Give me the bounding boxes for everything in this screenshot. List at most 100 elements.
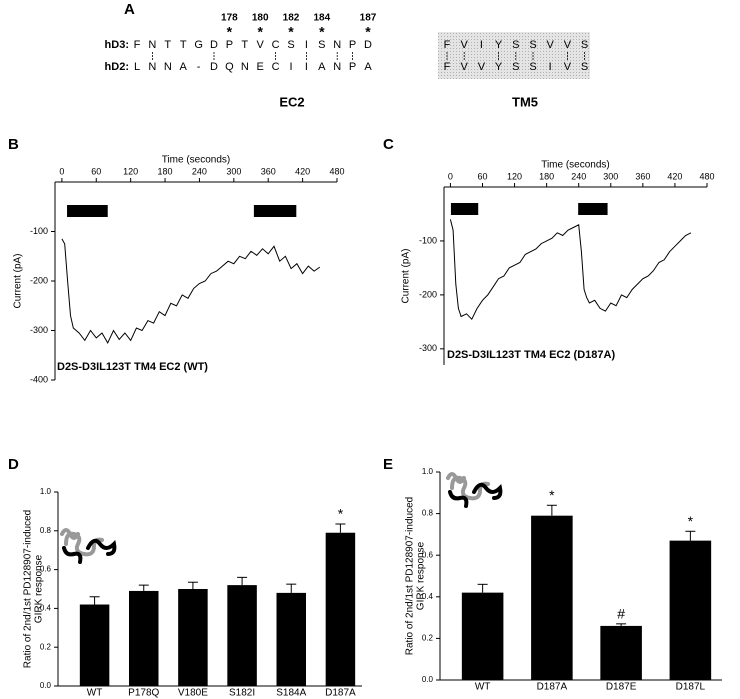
residue-number: 180 [252, 13, 269, 24]
bar [79, 604, 110, 686]
x-tick-label: 60 [477, 171, 487, 181]
y-tick-label: 0.2 [422, 634, 434, 643]
drug-application-bar [253, 205, 297, 217]
residue: D [210, 61, 218, 73]
residue: N [148, 39, 156, 51]
x-tick-label: 420 [667, 171, 682, 181]
x-tick-label: 180 [158, 166, 173, 176]
residue: F [134, 39, 141, 51]
x-tick-label: 60 [91, 166, 101, 176]
x-tick-label: 360 [261, 166, 276, 176]
star: * [365, 24, 371, 40]
residue: N [241, 61, 249, 73]
x-tick-label: WT [475, 682, 491, 693]
star: * [257, 24, 263, 40]
residue: P [349, 61, 356, 73]
region-label: TM5 [512, 94, 538, 109]
y-tick-label: -300 [419, 343, 437, 353]
residue: S [512, 61, 519, 73]
x-tick-label: WT [87, 688, 103, 699]
y-axis-label: Current (pA) [13, 253, 24, 308]
x-tick-label: V180E [178, 688, 208, 699]
residue: I [549, 61, 552, 73]
residue: I [305, 61, 308, 73]
panel-label: D [8, 456, 19, 473]
residue: E [257, 61, 264, 73]
residue: N [333, 61, 341, 73]
residue: V [461, 39, 469, 51]
star: * [319, 24, 325, 40]
residue: N [164, 61, 172, 73]
residue: D [364, 39, 372, 51]
drug-application-bar [578, 203, 608, 215]
residue: I [289, 61, 292, 73]
x-tick-label: D187E [606, 682, 637, 693]
x-tick-label: 240 [192, 166, 207, 176]
x-tick-label: 480 [329, 166, 344, 176]
residue: N [333, 39, 341, 51]
y-tick-label: 0.8 [40, 526, 52, 535]
y-tick-label: 0.0 [40, 681, 52, 690]
bar [669, 540, 712, 680]
residue: I [480, 39, 483, 51]
residue: P [349, 39, 356, 51]
residue: S [512, 39, 519, 51]
residue: S [529, 39, 536, 51]
star: * [227, 24, 233, 40]
residue: V [478, 61, 486, 73]
significance-marker: # [617, 606, 625, 622]
residue: - [197, 61, 201, 73]
y-tick-label: -400 [30, 374, 48, 384]
y-axis-label: GIRK response [34, 554, 45, 623]
residue: F [444, 61, 451, 73]
significance-marker: * [688, 513, 694, 529]
bar [531, 515, 573, 680]
x-tick-label: P178Q [128, 688, 159, 699]
x-tick-label: S182I [229, 688, 255, 699]
residue: Y [495, 39, 503, 51]
x-tick-label: D187L [676, 682, 706, 693]
y-tick-label: 0.4 [40, 604, 52, 613]
significance-marker: * [338, 506, 344, 522]
x-tick-label: 360 [635, 171, 650, 181]
y-axis-label: GIRK response [416, 541, 427, 610]
residue: V [257, 39, 265, 51]
residue: V [547, 39, 555, 51]
residue: A [318, 61, 326, 73]
trace-annotation: D2S-D3IL123T TM4 EC2 (WT) [57, 361, 208, 373]
receptor-icon [446, 472, 503, 508]
current-trace [61, 238, 321, 344]
x-tick-label: 300 [226, 166, 241, 176]
residue: S [581, 39, 588, 51]
y-tick-label: -300 [30, 325, 48, 335]
trace-annotation: D2S-D3IL123T TM4 EC2 (D187A) [447, 349, 615, 361]
y-axis-label: Ratio of 2nd/1st PD128907-induced [23, 510, 34, 668]
residue: S [287, 39, 294, 51]
residue: V [461, 61, 469, 73]
x-tick-label: 300 [603, 171, 618, 181]
x-axis-label: Time (seconds) [541, 160, 610, 171]
x-tick-label: 180 [539, 171, 554, 181]
residue: C [272, 39, 280, 51]
y-axis-label: Current (pA) [401, 248, 412, 303]
panel-label: E [383, 456, 393, 473]
y-tick-label: -200 [30, 275, 48, 285]
receptor-icon [60, 528, 117, 564]
residue: V [564, 39, 572, 51]
x-tick-label: S184A [276, 688, 306, 699]
region-label: EC2 [279, 94, 304, 109]
y-tick-label: 0.4 [422, 592, 434, 601]
y-tick-label: -100 [30, 226, 48, 236]
bar [227, 585, 257, 686]
y-tick-label: 0.0 [422, 675, 434, 684]
residue: G [194, 39, 203, 51]
bar [178, 589, 208, 686]
residue: S [529, 61, 536, 73]
significance-marker: * [549, 487, 555, 503]
x-tick-label: 120 [123, 166, 138, 176]
y-tick-label: 0.2 [40, 642, 52, 651]
residue: A [180, 61, 188, 73]
drug-application-bar [67, 205, 108, 217]
